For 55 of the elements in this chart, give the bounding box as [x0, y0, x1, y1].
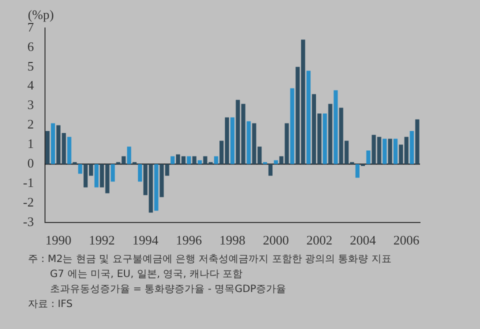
bar	[186, 156, 191, 164]
bar	[328, 104, 332, 164]
bar	[274, 160, 278, 164]
x-tick-label: 2002	[306, 232, 332, 248]
bar	[192, 156, 196, 164]
y-tick-label: -2	[22, 194, 34, 210]
bar	[290, 88, 294, 164]
bar	[382, 138, 387, 164]
bar	[306, 70, 311, 164]
bar	[198, 160, 202, 164]
x-tick-label: 1996	[176, 232, 202, 248]
bar	[50, 123, 56, 164]
y-tick-label: -3	[22, 214, 34, 229]
bar	[268, 164, 273, 176]
text: 초과유동성증가율 = 통화량증가율 - 명목GDP증가율	[49, 283, 288, 297]
bar	[366, 150, 370, 164]
bar	[170, 156, 175, 164]
bar	[94, 164, 99, 188]
x-tick-label: 2000	[262, 232, 289, 248]
y-tick-label: 4	[27, 78, 34, 93]
bar	[127, 146, 132, 164]
text: G7 에는 미국, EU, 일본, 영국, 캐나다 포함	[49, 268, 244, 282]
bar	[230, 117, 234, 164]
bar	[214, 156, 218, 164]
text: 자료 : IFS	[28, 298, 74, 312]
x-tick-label: 1998	[219, 232, 246, 248]
y-tick-label: 3	[27, 97, 34, 112]
bar	[138, 164, 142, 182]
text: 주 : M2는 현금 및 요구불예금에 은행 저축성예금까지 포함한 광의의 통화량 지표	[28, 253, 392, 267]
y-tick-label: 1	[27, 136, 34, 152]
bar	[355, 164, 360, 178]
bar	[67, 136, 72, 164]
bar	[154, 164, 158, 211]
y-tick-label: 5	[27, 58, 34, 74]
bar	[334, 90, 338, 164]
y-tick-label: 6	[27, 38, 34, 54]
bar	[322, 114, 327, 164]
bar	[388, 138, 392, 164]
y-axis-title: (%p)	[28, 6, 54, 22]
x-tick-label: 1992	[88, 232, 115, 248]
bar	[415, 119, 420, 164]
x-tick-label: 1994	[132, 232, 159, 248]
x-tick-label: 2006	[393, 232, 420, 248]
bar	[46, 131, 50, 164]
bar	[410, 131, 414, 164]
y-tick-label: 2	[27, 116, 34, 132]
y-tick-label: 7	[27, 19, 34, 34]
x-tick-label: 2004	[350, 232, 376, 248]
x-tick-label: 1990	[45, 232, 72, 248]
bar	[110, 164, 115, 182]
bar	[393, 138, 398, 164]
bar	[78, 164, 82, 174]
y-tick-label: 0	[27, 156, 34, 170]
bar	[246, 121, 251, 164]
y-tick-label: -1	[22, 174, 34, 190]
